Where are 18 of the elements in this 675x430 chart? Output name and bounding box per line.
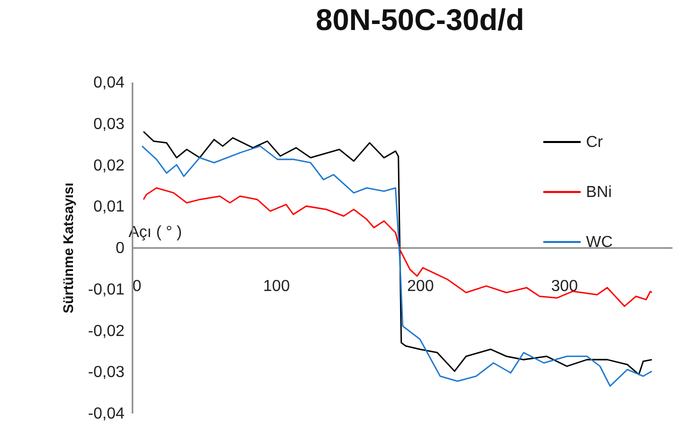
y-tick-label: -0,02 [88,322,125,340]
x-tick-label: 200 [407,278,434,295]
legend-label: WC [586,234,613,251]
y-tick-label: -0,03 [88,364,125,382]
legend-label: Cr [586,134,604,151]
chart-title: 80N-50C-30d/d [316,4,524,37]
y-tick-label: 0,02 [93,157,125,174]
y-tick-label: 0 [116,240,125,257]
legend-label: BNi [586,184,612,201]
x-tick-label: 0 [132,278,142,295]
x-tick-label: 300 [551,278,578,295]
y-tick-label: 0,01 [93,198,125,216]
y-axis-title: Sürtünme Katsayısı [60,182,76,314]
y-tick-label: -0,01 [88,281,125,298]
y-tick-label: -0,04 [88,406,125,422]
y-tick-label: 0,03 [93,116,125,133]
x-tick-label: 100 [263,278,290,295]
y-tick-label: 0,04 [93,74,125,92]
